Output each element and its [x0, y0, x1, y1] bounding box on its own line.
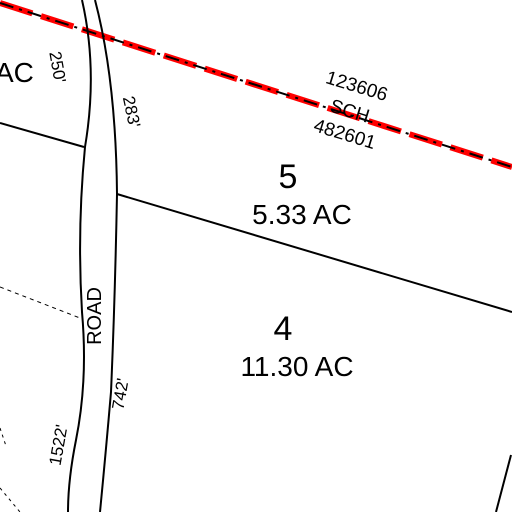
road-west-edge: [67, 0, 92, 513]
parcel-line-lot-5-4: [116, 193, 512, 313]
lot-5-number: 5: [279, 158, 298, 196]
faint-line-lower: [0, 487, 21, 513]
boundary-centerline: [0, 2, 512, 168]
lot-4-number: 4: [274, 310, 293, 348]
faint-line-upper: [0, 427, 7, 447]
parcel-line-west: [0, 122, 85, 148]
easement-line: [0, 286, 81, 319]
partial-acreage-label: AC: [0, 57, 34, 88]
lot-5-area: 5.33 AC: [252, 199, 352, 230]
parcel-line-east: [495, 454, 512, 513]
road-east-edge: [94, 0, 119, 513]
lot-4-area: 11.30 AC: [240, 351, 353, 382]
road-label: ROAD: [84, 287, 106, 345]
